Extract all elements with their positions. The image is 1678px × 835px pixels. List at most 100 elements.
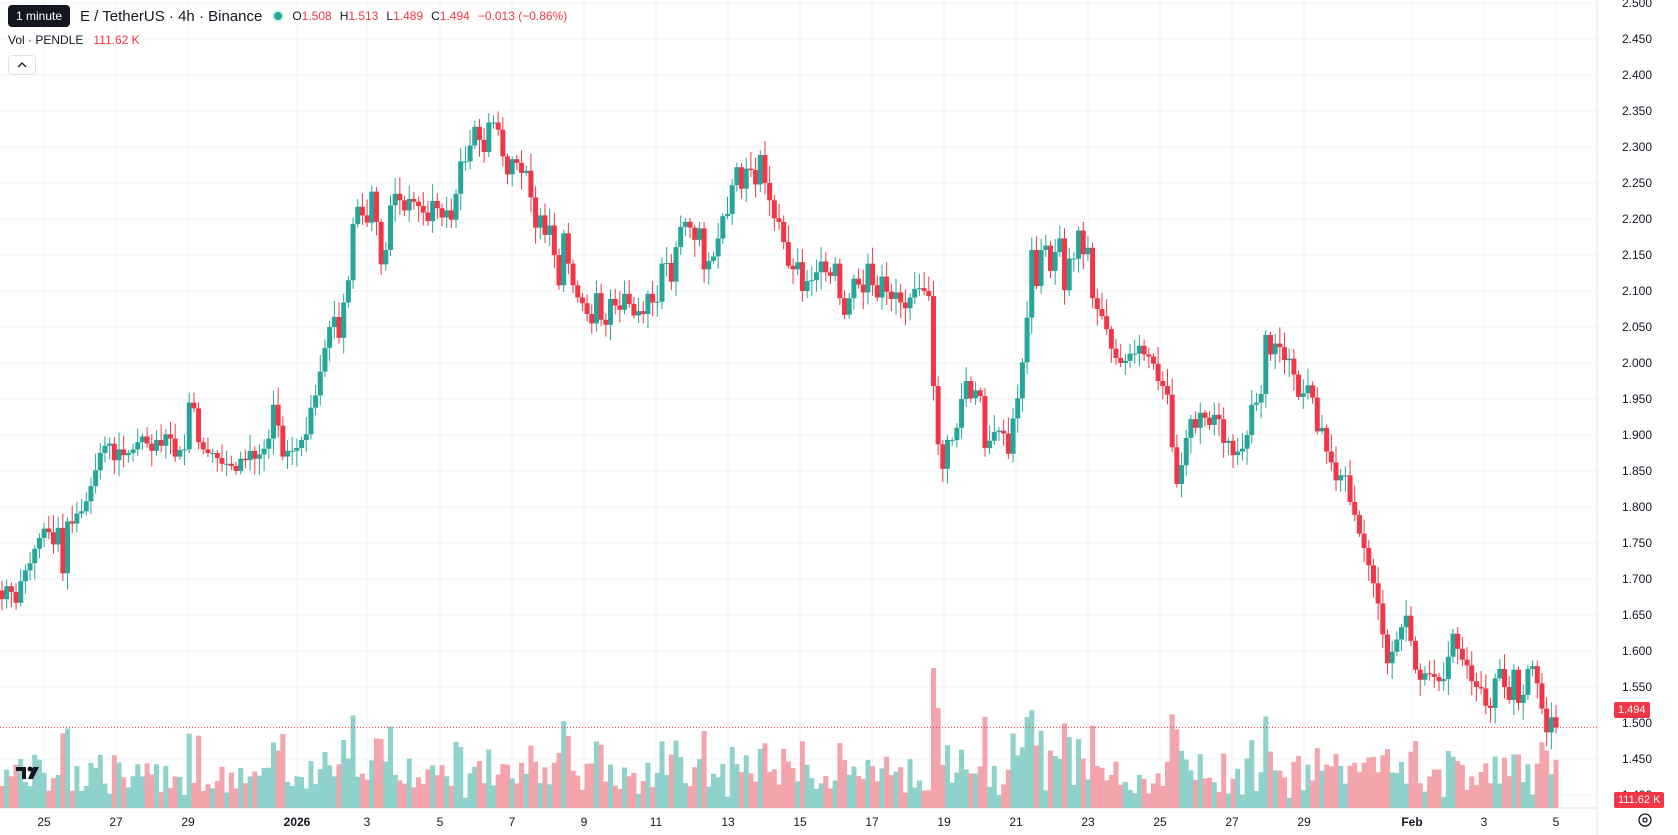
volume-bar [650,786,656,808]
volume-bar [734,764,740,808]
candle-body [439,208,445,218]
volume-bar [1450,756,1456,808]
symbol-label[interactable]: E / TetherUS · 4h · Binance [80,7,263,25]
candle-body [593,293,599,324]
volume-bar [1361,762,1367,808]
volume-bar [163,766,169,808]
candle-body [224,463,230,465]
candle-body [827,272,833,276]
candle-body [486,122,492,153]
volume-bar [1464,789,1470,808]
candle-body [500,129,506,157]
volume-bar [1356,771,1362,808]
candle-body [308,407,314,435]
candle-body [907,297,913,309]
volume-bar [1530,794,1536,808]
volume-bar [453,741,459,808]
candle-body [1520,694,1526,703]
candle-body [1099,309,1105,317]
candle-body [687,221,693,228]
candle-body [1076,230,1082,259]
candle-body [345,280,351,303]
candle-body [1478,687,1484,689]
tradingview-logo-icon[interactable] [14,764,44,784]
volume-bar [41,772,47,808]
volume-label[interactable]: Vol · PENDLE [8,33,84,47]
candle-body [1450,633,1456,657]
volume-bar [930,668,936,808]
volume-bar [1211,782,1217,808]
volume-bar [355,776,361,808]
volume-bar [1408,751,1414,808]
y-tick-label: 2.050 [1622,320,1652,334]
candle-body [767,183,773,201]
x-tick-label: 11 [650,815,663,829]
candle-body [13,591,19,603]
volume-bar [350,715,356,808]
candle-body [1548,717,1554,733]
volume-bar [753,781,759,808]
volume-bar [1253,790,1259,808]
candle-body [1459,648,1465,660]
candle-body [1525,669,1531,695]
x-tick-label: 23 [1081,815,1095,829]
volume-bar [1506,776,1512,808]
volume-bar [935,708,941,808]
candle-body [636,311,642,316]
candle-body [996,430,1002,433]
volume-bar [1548,774,1554,808]
volume-bar [1108,775,1114,808]
volume-bar [940,764,946,808]
volume-bar [1497,783,1503,808]
candle-body [870,263,876,286]
volume-bar [593,741,599,808]
volume-bar [795,781,801,808]
last-volume-tag: 111.62 K [1614,792,1665,808]
volume-bar [458,746,464,808]
candle-body [55,527,61,545]
market-status-icon[interactable] [272,10,285,22]
candle-body [1497,669,1503,679]
candle-body [771,200,777,219]
volume-bar [959,749,965,808]
candle-body [959,399,965,428]
candle-body [462,161,468,163]
candle-body [1001,430,1007,434]
candle-body [317,371,323,396]
candle-body [804,280,810,291]
volume-bar [589,763,595,808]
volume-bar [987,786,993,808]
volume-bar [991,766,997,808]
volume-bar [1216,792,1222,808]
candle-body [327,327,333,348]
candle-body [912,288,918,298]
volume-bar [1132,793,1138,808]
volume-bar [149,774,155,808]
candle-body [294,447,300,451]
volume-bar [720,763,726,808]
volume-bar [345,758,351,808]
y-tick-label: 2.200 [1622,212,1652,226]
volume-bar [13,764,19,808]
volume-bar [1544,750,1550,808]
volume-bar [888,774,894,808]
x-tick-label: 13 [721,815,735,829]
legend-collapse-button[interactable] [8,55,36,75]
volume-bar [654,773,660,808]
candle-body [130,449,136,453]
candle-body [228,463,234,466]
volume-bar [168,788,174,808]
candle-body [1492,678,1498,708]
chart-settings-icon[interactable] [1637,812,1653,828]
candle-body [1043,245,1049,250]
volume-bar [851,766,857,808]
candle-body [1160,381,1166,387]
candle-body [865,263,871,293]
candle-body [1483,688,1489,706]
volume-bar [1502,757,1508,808]
candle-body [1071,258,1077,260]
x-tick-label: 3 [1481,815,1488,829]
volume-bar [1076,739,1082,808]
candle-body [837,263,843,299]
